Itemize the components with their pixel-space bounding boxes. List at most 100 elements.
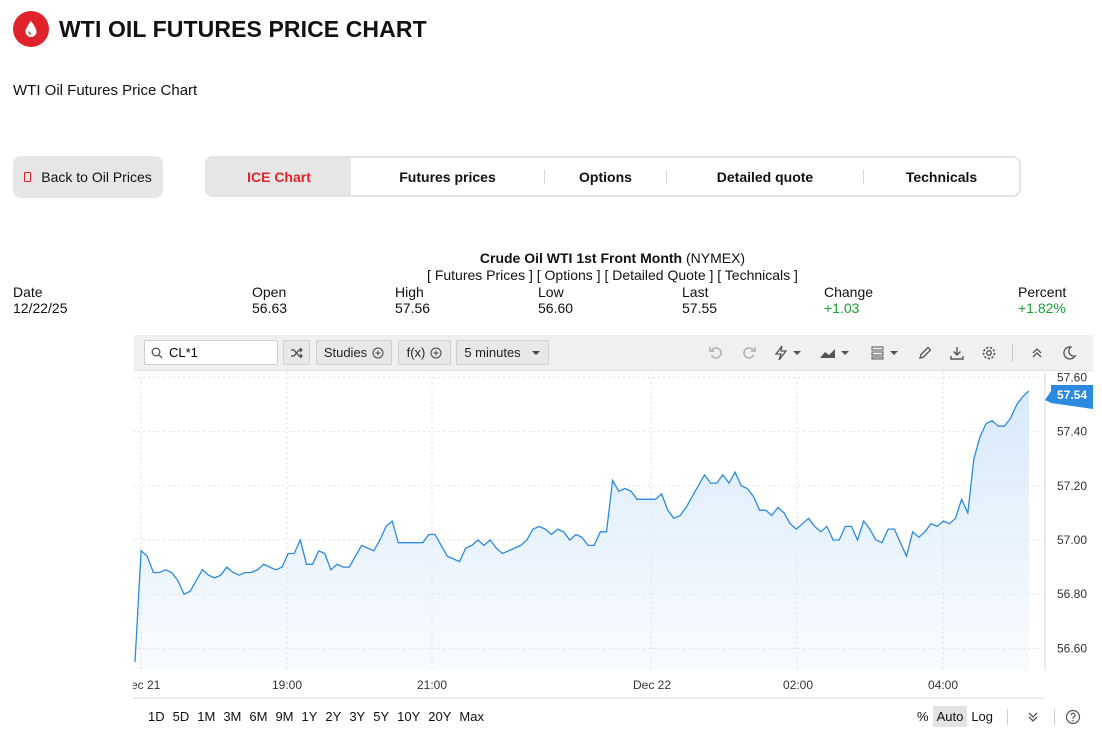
- stat-label: Open: [252, 284, 287, 300]
- stat-value: 57.56: [395, 300, 431, 316]
- chart-toolbar: Studies f(x) 5 minutes: [134, 335, 1093, 371]
- current-price-label: 57.54: [1057, 388, 1087, 402]
- period-selector: 1D 5D 1M 3M 6M 9M 1Y 2Y 3Y 5Y 10Y 20Y Ma…: [148, 709, 492, 724]
- scale-log[interactable]: Log: [971, 709, 994, 724]
- plus-circle-icon: [372, 347, 384, 358]
- page-title: WTI OIL FUTURES PRICE CHART: [59, 15, 427, 42]
- stat-value: 12/22/25: [13, 300, 68, 316]
- period-1m[interactable]: 1M: [197, 709, 216, 724]
- stat-label: Percent: [1018, 284, 1067, 300]
- period-3m[interactable]: 3M: [223, 709, 242, 724]
- period-6m[interactable]: 6M: [249, 709, 268, 724]
- current-price-badge: [1045, 384, 1093, 409]
- redo-icon[interactable]: [739, 343, 759, 363]
- back-to-oil-prices-button[interactable]: Back to Oil Prices: [13, 156, 163, 198]
- stat-date: Date 12/22/25: [13, 284, 68, 316]
- stat-high: High 57.56: [395, 284, 430, 316]
- tab-futures-prices[interactable]: Futures prices: [399, 168, 496, 185]
- compare-button[interactable]: [283, 340, 310, 365]
- stat-value: 56.63: [252, 300, 288, 316]
- instrument-name: Crude Oil WTI 1st Front Month: [479, 250, 683, 266]
- price-chart[interactable]: 56.60 56.80 57.00 57.20 57.40 57.60 57.54 ec 21…: [133, 372, 1093, 702]
- stat-low: Low 56.60: [538, 284, 573, 316]
- lightning-icon[interactable]: [772, 343, 804, 363]
- search-icon: [151, 347, 163, 358]
- interval-label: 5 minutes: [464, 345, 521, 360]
- chart-type-icon[interactable]: [818, 343, 852, 363]
- tab-options[interactable]: Options: [579, 168, 632, 185]
- expand-down-icon[interactable]: [1026, 710, 1040, 724]
- plus-circle-icon: [430, 347, 442, 358]
- period-1y[interactable]: 1Y: [301, 709, 318, 724]
- oil-drop-icon: [13, 11, 49, 47]
- period-10y[interactable]: 10Y: [397, 709, 421, 724]
- quote-links[interactable]: [ Futures Prices ] [ Options ] [ Detaile…: [427, 267, 798, 283]
- y-tick-label: 57.60: [1057, 372, 1087, 384]
- stat-label: Change: [824, 284, 874, 300]
- stat-label: Last: [682, 284, 709, 300]
- stat-open: Open 56.63: [252, 284, 287, 316]
- scale-percent[interactable]: %: [917, 709, 929, 724]
- stat-last: Last 57.55: [682, 284, 717, 316]
- studies-button[interactable]: Studies: [316, 340, 392, 365]
- stat-label: Date: [13, 284, 43, 300]
- tab-separator: [863, 169, 864, 184]
- instrument-exchange: (NYMEX): [685, 250, 746, 266]
- download-icon[interactable]: [947, 343, 967, 363]
- x-tick-label: 02:00: [783, 678, 813, 692]
- studies-label: Studies: [323, 345, 368, 360]
- chevron-down-icon: [531, 350, 540, 355]
- scale-divider: [1054, 708, 1056, 725]
- gear-icon[interactable]: [979, 343, 999, 363]
- collapse-icon[interactable]: [1027, 343, 1047, 363]
- page-subtitle: WTI Oil Futures Price Chart: [13, 82, 198, 99]
- symbol-input[interactable]: [169, 345, 269, 360]
- stat-label: High: [395, 284, 424, 300]
- interval-select[interactable]: 5 minutes: [456, 340, 549, 365]
- back-button-label: Back to Oil Prices: [41, 169, 152, 185]
- x-tick-label: 19:00: [272, 678, 302, 692]
- tab-separator: [544, 169, 545, 184]
- tab-technicals[interactable]: Technicals: [905, 168, 978, 185]
- function-button[interactable]: f(x): [398, 340, 451, 365]
- period-5d[interactable]: 5D: [172, 709, 190, 724]
- y-tick-label: 57.20: [1057, 479, 1087, 493]
- period-max[interactable]: Max: [459, 709, 484, 724]
- period-2y[interactable]: 2Y: [325, 709, 342, 724]
- dark-mode-icon[interactable]: [1059, 343, 1079, 363]
- price-area-fill: [135, 391, 1029, 670]
- stat-percent: Percent +1.82%: [1018, 284, 1066, 316]
- period-3y[interactable]: 3Y: [349, 709, 366, 724]
- chart-canvas[interactable]: 56.60 56.80 57.00 57.20 57.40 57.60 57.54 ec 21…: [133, 372, 1093, 702]
- tab-ice-chart[interactable]: ICE Chart: [207, 158, 351, 195]
- period-5y[interactable]: 5Y: [373, 709, 390, 724]
- back-icon: [24, 172, 32, 182]
- tab-separator: [666, 169, 667, 184]
- x-tick-label: Dec 22: [633, 678, 671, 692]
- layout-icon[interactable]: [869, 343, 901, 363]
- period-1d[interactable]: 1D: [148, 709, 165, 724]
- y-tick-label: 57.40: [1057, 425, 1087, 439]
- x-tick-label: 04:00: [928, 678, 958, 692]
- tab-detailed-quote[interactable]: Detailed quote: [716, 168, 814, 185]
- undo-icon[interactable]: [706, 343, 726, 363]
- x-tick-label: 21:00: [417, 678, 447, 692]
- help-icon[interactable]: [1065, 709, 1081, 725]
- stat-change: Change +1.03: [824, 284, 873, 316]
- stat-value: 56.60: [538, 300, 574, 316]
- page-header: WTI OIL FUTURES PRICE CHART: [13, 11, 427, 47]
- price-line: [134, 390, 1030, 662]
- y-tick-label: 56.60: [1057, 641, 1087, 655]
- pencil-icon[interactable]: [915, 343, 935, 363]
- stat-value: +1.82%: [1018, 300, 1066, 316]
- period-20y[interactable]: 20Y: [428, 709, 452, 724]
- stat-value: 57.55: [682, 300, 718, 316]
- scale-auto[interactable]: Auto: [932, 706, 968, 727]
- stat-value: +1.03: [824, 300, 860, 316]
- period-9m[interactable]: 9M: [275, 709, 294, 724]
- shuffle-icon: [290, 347, 303, 358]
- x-tick-label: ec 21: [133, 678, 161, 692]
- chart-tabs: ICE Chart Futures prices Options Detaile…: [205, 156, 1021, 197]
- toolbar-divider: [1012, 344, 1013, 362]
- symbol-search[interactable]: [144, 340, 278, 365]
